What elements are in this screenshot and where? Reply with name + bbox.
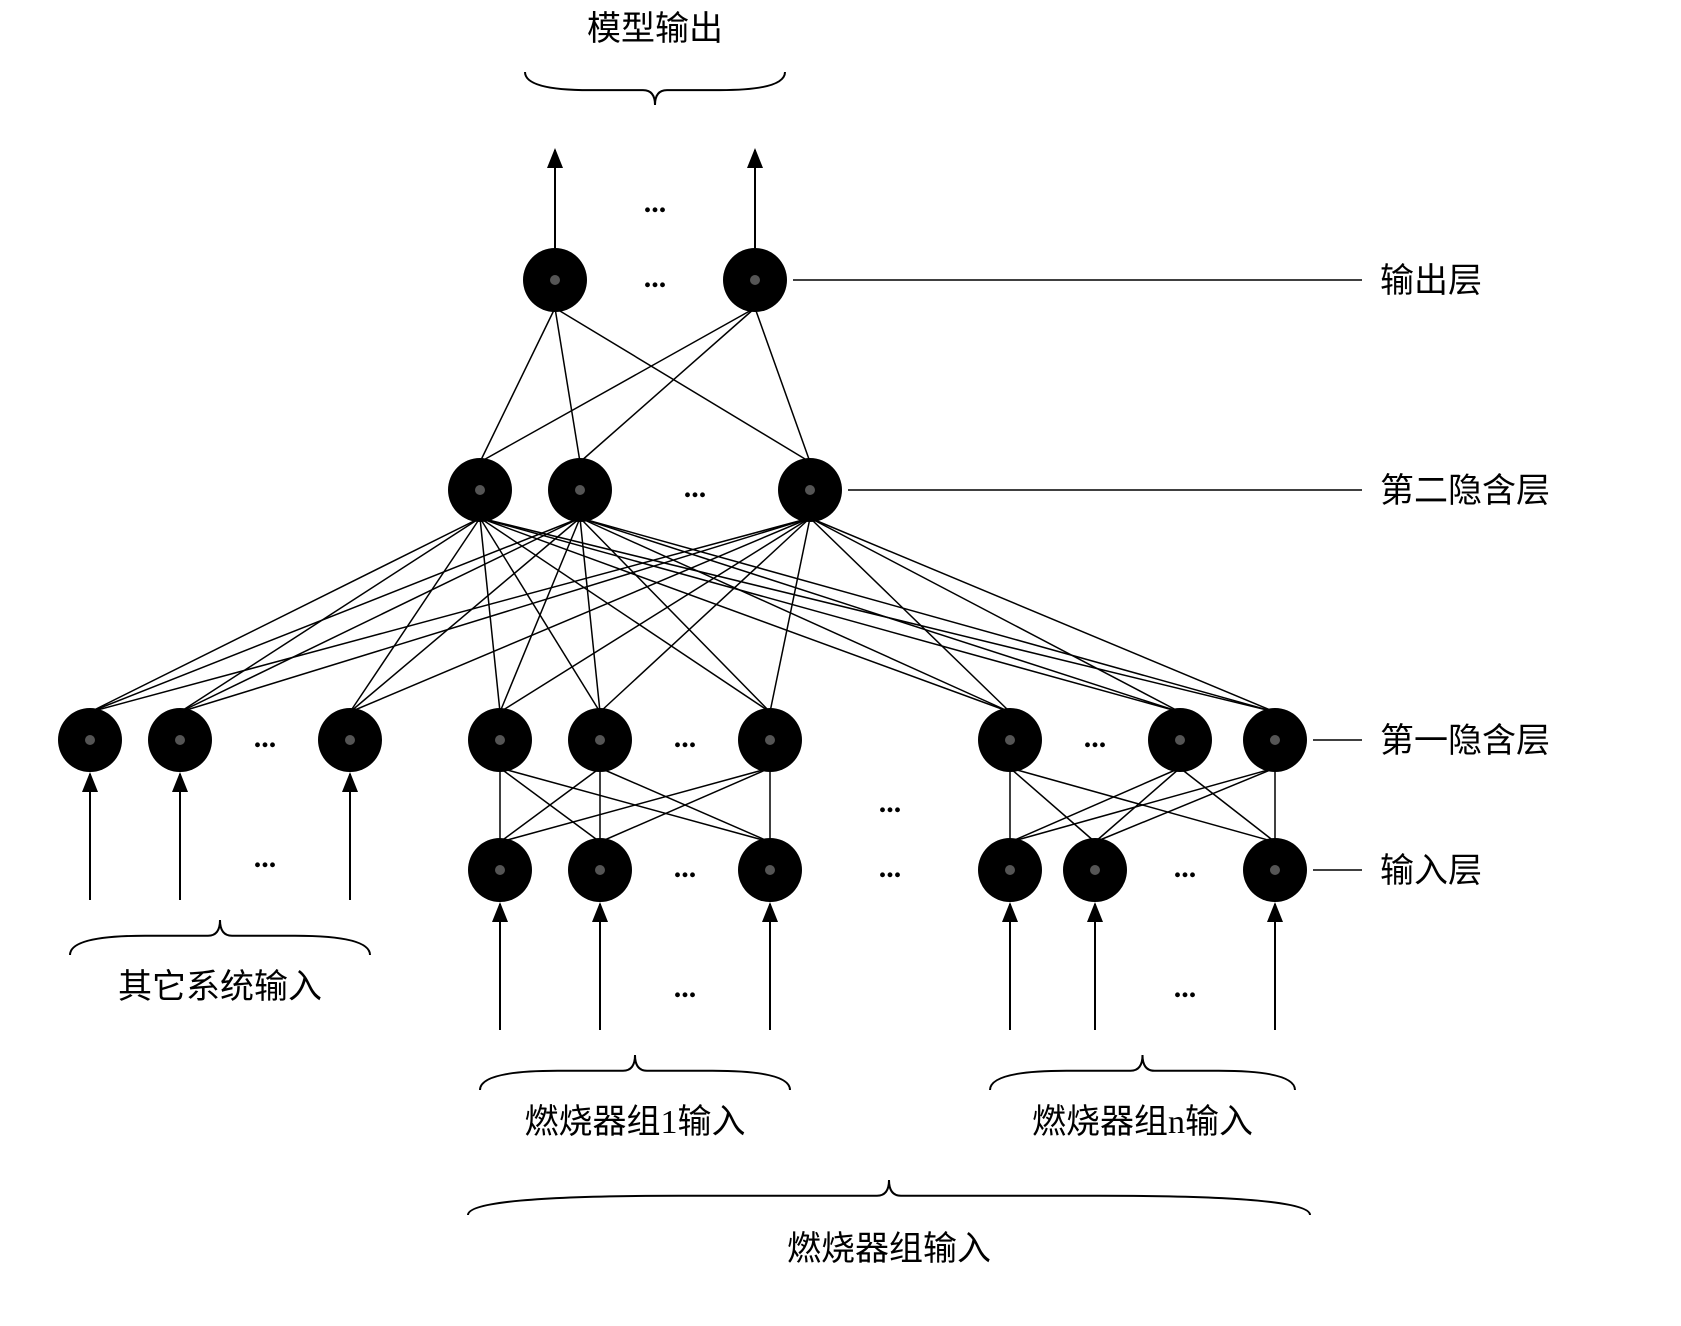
hidden1-other-node-1 (148, 708, 212, 772)
hidden1-other-node-0 (58, 708, 122, 772)
brace-icon (525, 72, 785, 105)
input-burner1-node-1 (568, 838, 632, 902)
ellipsis-icon: ... (879, 786, 902, 819)
ellipsis-icon: ... (1084, 721, 1107, 754)
brace-icon (480, 1055, 790, 1090)
model-output-title: 模型输出 (587, 10, 723, 48)
ellipsis-icon: ... (254, 841, 277, 874)
other-inputs-title: 其它系统输入 (118, 968, 322, 1006)
hidden1-burnern-node-2 (1243, 708, 1307, 772)
ellipsis-icon: ... (879, 851, 902, 884)
hidden1-layer-title: 第一隐含层 (1380, 722, 1550, 760)
brace-icon (70, 920, 370, 955)
hidden2-node-2 (778, 458, 842, 522)
hidden1-burnern-node-1 (1148, 708, 1212, 772)
input-burner1-node-2 (738, 838, 802, 902)
ellipsis-icon: ... (254, 721, 277, 754)
ellipsis-icon: ... (644, 261, 667, 294)
burner-overall-title: 燃烧器组输入 (787, 1230, 991, 1268)
neural-network-diagram: ....................................... 模… (0, 0, 1681, 1326)
hidden1-burner1-node-2 (738, 708, 802, 772)
ellipsis-icon: ... (1174, 851, 1197, 884)
brace-icon (990, 1055, 1295, 1090)
hidden1-burnern-node-0 (978, 708, 1042, 772)
brace-icon (468, 1180, 1310, 1215)
output-node-0 (523, 248, 587, 312)
input-layer-title: 输入层 (1380, 852, 1482, 890)
ellipsis-icon: ... (1174, 971, 1197, 1004)
input-burner1-node-0 (468, 838, 532, 902)
ellipsis-icon: ... (674, 971, 697, 1004)
hidden1-burner1-node-0 (468, 708, 532, 772)
ellipsis-icon: ... (644, 186, 667, 219)
hidden1-burner1-node-1 (568, 708, 632, 772)
hidden1-other-node-2 (318, 708, 382, 772)
output-node-1 (723, 248, 787, 312)
burnern-inputs-title: 燃烧器组n输入 (1032, 1103, 1253, 1141)
hidden2-node-1 (548, 458, 612, 522)
input-burnern-node-1 (1063, 838, 1127, 902)
ellipsis-icon: ... (674, 721, 697, 754)
input-burnern-node-0 (978, 838, 1042, 902)
hidden2-node-0 (448, 458, 512, 522)
ellipsis-icon: ... (684, 471, 707, 504)
output-layer-title: 输出层 (1380, 262, 1482, 300)
ellipsis-icon: ... (674, 851, 697, 884)
input-burnern-node-2 (1243, 838, 1307, 902)
burner1-inputs-title: 燃烧器组1输入 (525, 1103, 746, 1141)
hidden2-layer-title: 第二隐含层 (1380, 472, 1550, 510)
